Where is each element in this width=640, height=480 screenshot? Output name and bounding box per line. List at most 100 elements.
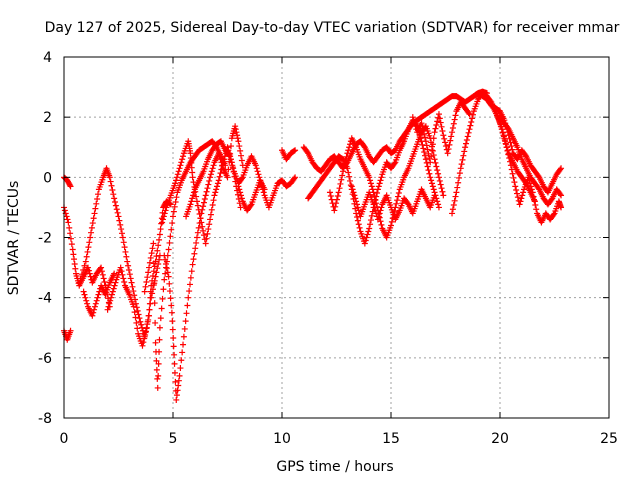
series-trace-k bbox=[235, 174, 299, 214]
data-point-marker bbox=[111, 282, 118, 289]
data-point-marker bbox=[439, 128, 446, 135]
data-point-marker bbox=[431, 192, 438, 199]
data-point-marker bbox=[449, 124, 456, 131]
data-point-marker bbox=[434, 167, 441, 174]
data-point-marker bbox=[259, 186, 266, 193]
data-point-marker bbox=[437, 181, 444, 188]
data-point-marker bbox=[87, 234, 94, 241]
data-point-marker bbox=[237, 189, 244, 196]
data-point-marker bbox=[235, 183, 242, 190]
series-trace-n bbox=[305, 117, 442, 247]
data-point-marker bbox=[72, 265, 79, 272]
data-point-marker bbox=[86, 270, 93, 277]
data-point-marker bbox=[454, 184, 461, 191]
data-point-marker bbox=[512, 183, 519, 190]
data-point-marker bbox=[192, 245, 199, 252]
data-point-marker bbox=[155, 372, 162, 379]
data-point-marker bbox=[196, 211, 203, 218]
y-tick-label: -8 bbox=[38, 411, 52, 427]
data-point-marker bbox=[141, 335, 148, 342]
data-point-marker bbox=[520, 189, 527, 196]
data-point-marker bbox=[180, 153, 187, 160]
data-point-marker bbox=[91, 303, 98, 310]
data-point-marker bbox=[352, 205, 359, 212]
data-point-marker bbox=[368, 183, 375, 190]
data-point-marker bbox=[173, 194, 180, 201]
data-point-marker bbox=[168, 226, 175, 233]
series-trace-f bbox=[104, 252, 163, 349]
data-point-marker bbox=[254, 168, 261, 175]
data-point-marker bbox=[89, 220, 96, 227]
data-point-marker bbox=[376, 180, 383, 187]
data-point-marker bbox=[129, 283, 136, 290]
data-point-marker bbox=[206, 177, 213, 184]
data-point-marker bbox=[365, 228, 372, 235]
data-point-marker bbox=[168, 309, 175, 316]
data-point-marker bbox=[157, 226, 164, 233]
data-point-marker bbox=[513, 186, 520, 193]
data-point-marker bbox=[422, 156, 429, 163]
data-point-marker bbox=[108, 294, 115, 301]
data-point-marker bbox=[213, 186, 220, 193]
data-point-marker bbox=[394, 193, 401, 200]
data-point-marker bbox=[124, 258, 131, 265]
data-point-marker bbox=[450, 120, 457, 127]
data-point-marker bbox=[130, 288, 137, 295]
data-point-marker bbox=[334, 192, 341, 199]
data-point-marker bbox=[225, 166, 232, 173]
data-point-marker bbox=[209, 202, 216, 209]
data-point-marker bbox=[354, 217, 361, 224]
data-point-marker bbox=[130, 303, 137, 310]
data-point-marker bbox=[98, 264, 105, 271]
data-point-marker bbox=[373, 200, 380, 207]
data-point-marker bbox=[142, 331, 149, 338]
data-point-marker bbox=[247, 202, 254, 209]
data-point-marker bbox=[153, 357, 160, 364]
data-point-marker bbox=[509, 146, 516, 153]
data-point-marker bbox=[333, 196, 340, 203]
data-point-marker bbox=[85, 244, 92, 251]
data-point-marker bbox=[167, 295, 174, 302]
data-point-marker bbox=[210, 162, 217, 169]
data-point-marker bbox=[374, 186, 381, 193]
data-point-marker bbox=[121, 279, 128, 286]
data-point-marker bbox=[445, 146, 452, 153]
data-point-marker bbox=[225, 152, 232, 159]
data-point-marker bbox=[350, 189, 357, 196]
data-point-marker bbox=[175, 168, 182, 175]
data-point-marker bbox=[161, 276, 168, 283]
data-point-marker bbox=[193, 198, 200, 205]
data-point-marker bbox=[109, 288, 116, 295]
data-point-marker bbox=[67, 327, 74, 334]
y-tick-label: 0 bbox=[43, 170, 52, 186]
data-point-marker bbox=[138, 321, 145, 328]
data-point-marker bbox=[149, 290, 156, 297]
data-point-marker bbox=[107, 297, 114, 304]
data-point-marker bbox=[435, 111, 442, 118]
data-point-marker bbox=[377, 207, 384, 214]
data-point-marker bbox=[96, 288, 103, 295]
data-point-marker bbox=[162, 207, 169, 214]
data-point-marker bbox=[229, 162, 236, 169]
data-point-marker bbox=[442, 143, 449, 150]
data-point-marker bbox=[361, 240, 368, 247]
data-point-marker bbox=[441, 135, 448, 142]
data-point-marker bbox=[132, 314, 139, 321]
data-point-marker bbox=[516, 201, 523, 208]
data-point-marker bbox=[156, 236, 163, 243]
data-point-marker bbox=[114, 209, 121, 216]
data-point-marker bbox=[459, 156, 466, 163]
data-point-marker bbox=[354, 204, 361, 211]
data-point-marker bbox=[347, 182, 354, 189]
data-point-marker bbox=[353, 198, 360, 205]
data-point-marker bbox=[433, 163, 440, 170]
data-point-marker bbox=[64, 216, 71, 223]
data-point-marker bbox=[421, 149, 428, 156]
data-point-marker bbox=[517, 198, 524, 205]
data-point-marker bbox=[151, 300, 158, 307]
data-point-marker bbox=[82, 294, 89, 301]
data-point-marker bbox=[375, 213, 382, 220]
data-point-marker bbox=[529, 189, 536, 196]
data-point-marker bbox=[437, 119, 444, 126]
series-trace-s bbox=[470, 90, 565, 196]
